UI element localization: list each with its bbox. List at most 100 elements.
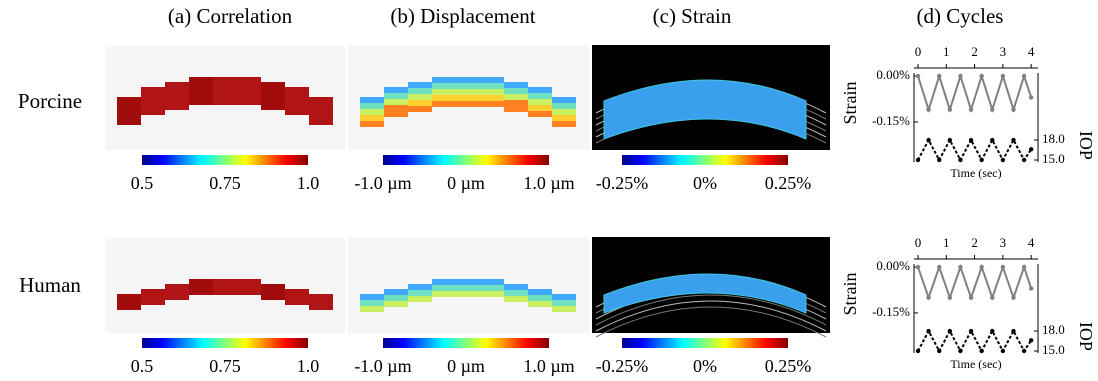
displacement-cell [504, 106, 528, 112]
iop-point [1001, 349, 1005, 353]
strain-point [1011, 295, 1015, 299]
iop-line [918, 331, 1031, 351]
y-axis-label: Strain [840, 82, 860, 125]
strain-point [958, 265, 962, 269]
iop-point [990, 329, 994, 333]
displacement-cell [504, 296, 528, 302]
displacement-cell [480, 101, 504, 107]
y2-axis-label: IOP [1076, 322, 1096, 351]
iop-point [937, 158, 941, 162]
displacement-cell [528, 295, 552, 301]
strain-point [916, 265, 920, 269]
row-label: Human [19, 273, 81, 297]
colorbar-label: 1.0 µm [523, 356, 574, 376]
displacement-cell [552, 97, 576, 103]
correlation-cell [309, 97, 333, 125]
iop-point [937, 349, 941, 353]
row-label: Porcine [18, 89, 82, 113]
displacement-cell [480, 285, 504, 291]
displacement-cell [480, 83, 504, 89]
displacement-cell [528, 93, 552, 99]
colorbar-label: 0.75 [209, 173, 241, 193]
iop-point [958, 158, 962, 162]
displacement-cell [360, 294, 384, 300]
strain-line [918, 267, 1031, 298]
x-tick-label: 1 [943, 44, 950, 59]
iop-point [916, 158, 920, 162]
figure: (a) Correlation (b) Displacement (c) Str… [0, 0, 1098, 381]
iop-point [969, 138, 973, 142]
displacement-cell [432, 101, 456, 107]
displacement-cell [528, 87, 552, 93]
displacement-cell [408, 94, 432, 100]
displacement-cell [360, 103, 384, 109]
colorbar-label: 0.25% [765, 356, 812, 376]
strain-point [926, 108, 930, 112]
displacement-cell [432, 291, 456, 297]
iop-point [958, 349, 962, 353]
displacement-cell [480, 95, 504, 101]
x-tick-label: 1 [943, 235, 950, 250]
y-tick-label: -0.15% [872, 113, 910, 128]
x-tick-label: 3 [1000, 235, 1007, 250]
displacement-cell [384, 99, 408, 105]
iop-point [979, 158, 983, 162]
correlation-cell [309, 294, 333, 310]
displacement-cell [408, 296, 432, 302]
colorbar-label: 0 µm [447, 173, 485, 193]
iop-line [918, 140, 1031, 160]
colorbar-label: 1.0 [297, 173, 320, 193]
iop-point [1001, 158, 1005, 162]
displacement-cell [528, 105, 552, 111]
displacement-cell [504, 94, 528, 100]
displacement-cell [360, 306, 384, 312]
y2-axis-label: IOP [1076, 131, 1096, 160]
displacement-cell [432, 83, 456, 89]
strain-point [1029, 286, 1033, 290]
correlation-cell [189, 77, 213, 105]
iop-point [1022, 158, 1026, 162]
correlation-cell [165, 284, 189, 300]
strain-point [937, 265, 941, 269]
displacement-cell [528, 301, 552, 307]
displacement-cell [504, 82, 528, 88]
y-tick-label: -0.15% [872, 304, 910, 319]
correlation-cell [141, 289, 165, 305]
iop-point [1011, 329, 1015, 333]
strain-point [1022, 265, 1026, 269]
colorbar-label: -0.25% [596, 173, 649, 193]
x-tick-label: 4 [1028, 235, 1035, 250]
correlation-cell [213, 77, 237, 105]
strain-point [969, 295, 973, 299]
colorbar-label: -1.0 µm [354, 356, 411, 376]
y2-tick-label: 18.0 [1042, 131, 1065, 146]
displacement-cell [552, 300, 576, 306]
iop-point [926, 329, 930, 333]
displacement-cell [360, 109, 384, 115]
correlation-cell [117, 97, 141, 125]
strain-point [948, 295, 952, 299]
correlation-cell [285, 87, 309, 115]
displacement-cell [456, 77, 480, 83]
y2-tick-label: 15.0 [1042, 151, 1065, 166]
x-tick-label: 2 [971, 44, 978, 59]
column-title: (d) Cycles [917, 4, 1004, 28]
displacement-cell [360, 300, 384, 306]
strain-point [1029, 95, 1033, 99]
colorbar [622, 338, 788, 348]
displacement-cell [360, 115, 384, 121]
strain-point [948, 108, 952, 112]
colorbar-label: 0.5 [131, 173, 154, 193]
displacement-cell [528, 99, 552, 105]
iop-point [1022, 349, 1026, 353]
iop-point [1011, 138, 1015, 142]
colorbar [622, 155, 788, 165]
x-axis-label: Time (sec) [950, 166, 1001, 180]
correlation-cell [165, 82, 189, 110]
strain-point [990, 108, 994, 112]
iop-point [1029, 147, 1033, 151]
iop-point [916, 349, 920, 353]
x-tick-label: 3 [1000, 44, 1007, 59]
strain-point [1022, 74, 1026, 78]
x-tick-label: 2 [971, 235, 978, 250]
